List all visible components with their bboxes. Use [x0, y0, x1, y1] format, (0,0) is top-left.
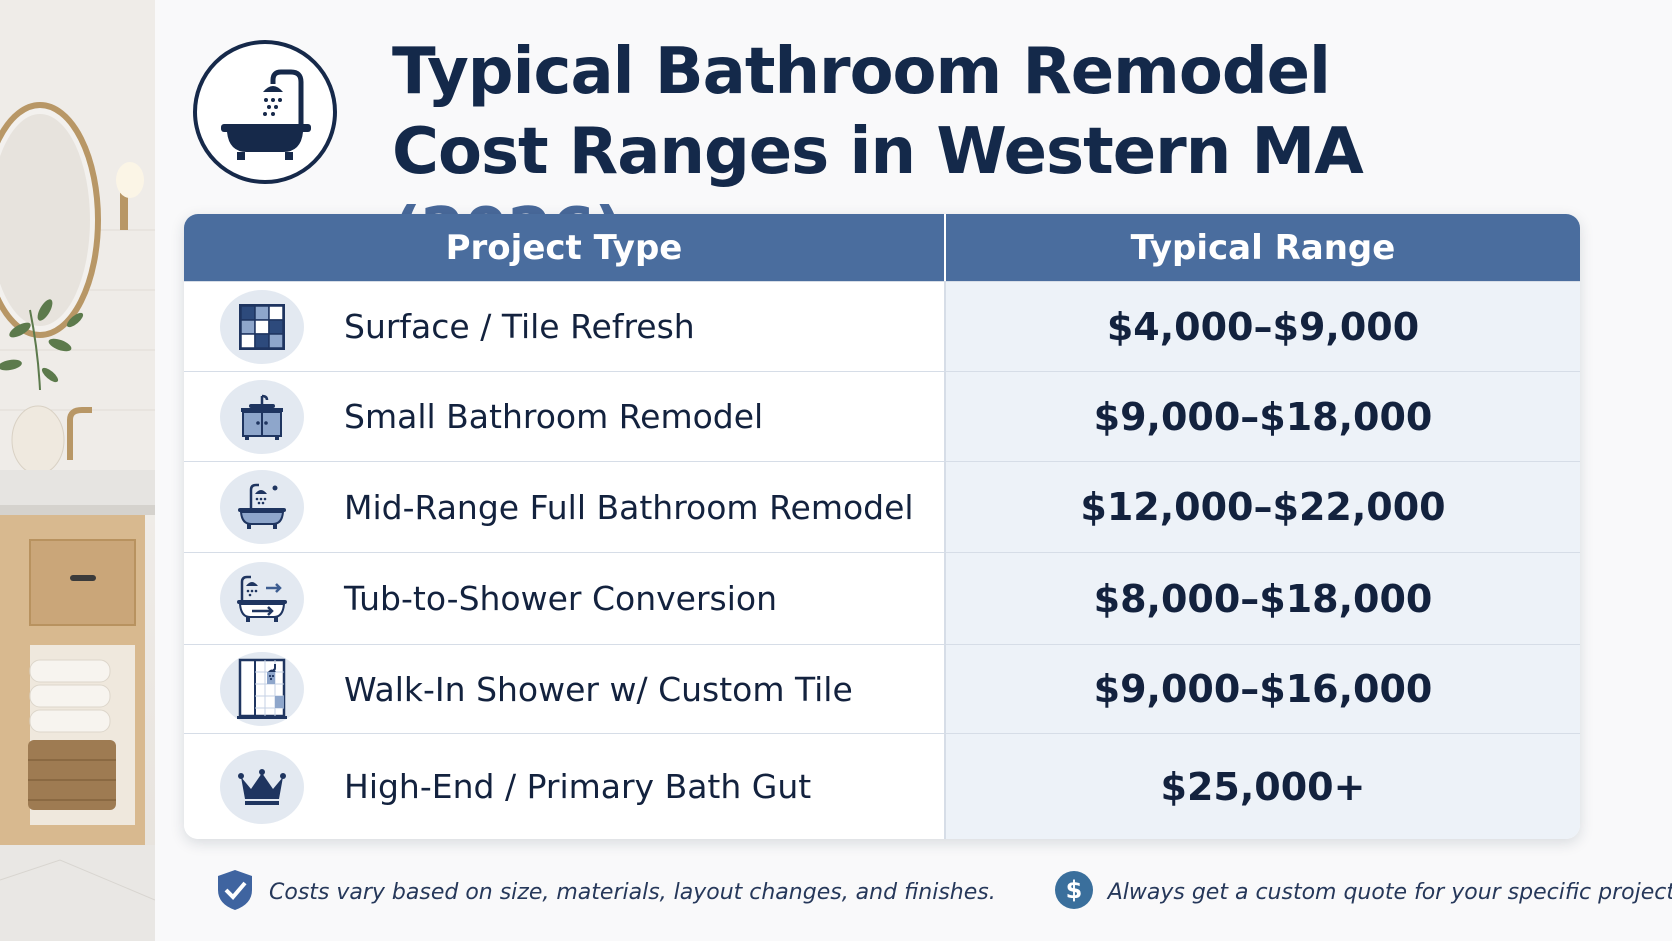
bathtub-shower-icon — [193, 40, 337, 184]
project-type-label: Small Bathroom Remodel — [344, 397, 764, 436]
typical-range-value: $9,000–$16,000 — [946, 645, 1580, 733]
project-type-label: Surface / Tile Refresh — [344, 307, 695, 346]
project-type-cell: Small Bathroom Remodel — [184, 372, 946, 461]
project-type-cell: Mid-Range Full Bathroom Remodel — [184, 462, 946, 552]
table-row: High-End / Primary Bath Gut $25,000+ — [184, 733, 1580, 839]
typical-range-value: $12,000–$22,000 — [946, 462, 1580, 552]
vanity-sink-icon — [220, 379, 304, 454]
table-row: Walk-In Shower w/ Custom Tile $9,000–$16… — [184, 644, 1580, 733]
walk-in-shower-icon — [220, 652, 304, 726]
table-row: Mid-Range Full Bathroom Remodel $12,000–… — [184, 461, 1580, 552]
tub-to-shower-icon — [220, 561, 304, 636]
project-type-label: Tub-to-Shower Conversion — [344, 579, 777, 618]
table-row: Small Bathroom Remodel $9,000–$18,000 — [184, 371, 1580, 461]
bathroom-photo — [0, 0, 155, 941]
project-type-cell: Tub-to-Shower Conversion — [184, 553, 946, 644]
typical-range-value: $25,000+ — [946, 734, 1580, 839]
project-type-cell: High-End / Primary Bath Gut — [184, 734, 946, 839]
column-header-project-type: Project Type — [184, 214, 946, 281]
crown-icon — [220, 749, 304, 824]
svg-text:$: $ — [1065, 876, 1082, 904]
dollar-coin-icon: $ — [1054, 870, 1094, 914]
typical-range-value: $4,000–$9,000 — [946, 282, 1580, 371]
tile-grid-icon — [220, 289, 304, 364]
footer-notes: Costs vary based on size, materials, lay… — [215, 868, 1672, 916]
typical-range-value: $9,000–$18,000 — [946, 372, 1580, 461]
table-header: Project Type Typical Range — [184, 214, 1580, 281]
title-line-1: Typical Bathroom Remodel — [392, 35, 1331, 109]
cost-table: Project Type Typical Range — [184, 214, 1580, 839]
project-type-label: Walk-In Shower w/ Custom Tile — [344, 669, 853, 709]
typical-range-value: $8,000–$18,000 — [946, 553, 1580, 644]
bathtub-icon — [220, 470, 304, 544]
project-type-label: High-End / Primary Bath Gut — [344, 767, 812, 806]
project-type-label: Mid-Range Full Bathroom Remodel — [344, 487, 914, 527]
footer-note-costs: Costs vary based on size, materials, lay… — [269, 879, 996, 905]
table-row: Tub-to-Shower Conversion $8,000–$18,000 — [184, 552, 1580, 644]
title-line-2-text: Cost Ranges in Western MA — [392, 115, 1364, 189]
column-header-typical-range: Typical Range — [1130, 227, 1396, 268]
table-row: Surface / Tile Refresh $4,000–$9,000 — [184, 281, 1580, 371]
project-type-cell: Surface / Tile Refresh — [184, 282, 946, 371]
project-type-cell: Walk-In Shower w/ Custom Tile — [184, 645, 946, 733]
shield-check-icon — [215, 868, 255, 916]
footer-note-quote: Always get a custom quote for your speci… — [1107, 879, 1672, 905]
